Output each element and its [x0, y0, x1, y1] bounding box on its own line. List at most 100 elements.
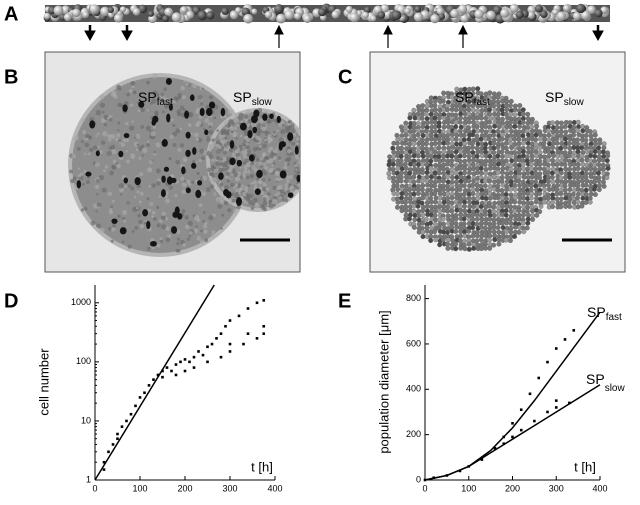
texture: [97, 145, 101, 149]
texture: [186, 237, 190, 241]
texture: [76, 146, 81, 151]
cell: [415, 121, 421, 126]
cell: [437, 208, 443, 214]
texture: [280, 120, 285, 125]
cell: [487, 233, 493, 239]
texture: [254, 184, 258, 188]
cell: [562, 136, 568, 142]
texture: [245, 144, 250, 150]
cell: [420, 133, 426, 139]
cell: [433, 195, 439, 201]
texture: [218, 133, 222, 137]
point: [563, 338, 567, 341]
cell: [503, 237, 509, 243]
texture: [263, 171, 268, 176]
texture: [77, 174, 82, 178]
texture: [108, 210, 114, 215]
point: [138, 396, 142, 399]
dark-cell: [262, 113, 268, 121]
texture: [262, 161, 266, 166]
cell: [583, 133, 589, 138]
texture: [197, 94, 203, 100]
texture: [235, 137, 239, 140]
cell: [575, 199, 581, 205]
point: [480, 458, 484, 461]
texture: [113, 94, 118, 99]
texture: [204, 221, 208, 225]
cell: [533, 183, 539, 189]
cell: [458, 178, 464, 184]
texture: [195, 109, 201, 114]
cell: [525, 116, 531, 122]
cell: [462, 199, 468, 205]
texture: [192, 83, 198, 89]
cell: [432, 103, 438, 108]
cell: [563, 129, 569, 135]
dark-cell: [85, 171, 92, 177]
texture: [83, 152, 87, 156]
cell: [495, 170, 501, 175]
cell: [488, 165, 493, 171]
cell: [437, 191, 443, 197]
cell: [466, 125, 472, 131]
y-tick-label: 100: [76, 356, 91, 366]
dark-cell: [166, 113, 171, 123]
annotation: SPfast: [587, 304, 622, 323]
point: [143, 391, 146, 395]
texture: [110, 239, 114, 243]
cell: [453, 136, 459, 142]
texture: [233, 117, 239, 123]
sphere: [594, 9, 603, 18]
cell: [495, 129, 501, 134]
cell: [491, 242, 497, 248]
texture: [227, 208, 232, 213]
cell: [554, 162, 560, 168]
texture: [117, 138, 122, 143]
texture: [122, 216, 126, 221]
cell: [499, 116, 505, 122]
texture: [135, 206, 139, 210]
sphere: [63, 13, 72, 22]
texture: [96, 223, 101, 229]
texture: [187, 220, 193, 227]
texture: [268, 203, 274, 209]
sphere: [53, 5, 64, 16]
point: [134, 404, 137, 408]
cell: [575, 175, 581, 181]
texture: [130, 186, 135, 191]
texture: [99, 227, 105, 233]
cell: [508, 192, 514, 198]
sphere: [500, 8, 510, 18]
cell: [520, 107, 526, 113]
texture: [257, 122, 261, 127]
texture: [273, 204, 276, 207]
cell: [420, 124, 426, 130]
sphere: [540, 10, 548, 18]
texture: [245, 193, 250, 197]
texture: [203, 229, 208, 234]
x-tick-label: 0: [92, 483, 97, 493]
dark-cell: [190, 94, 195, 102]
sphere: [294, 12, 302, 20]
cell: [588, 166, 594, 172]
sphere: [364, 6, 371, 14]
cell: [428, 158, 434, 164]
cell: [491, 145, 497, 151]
dark-cell: [248, 154, 255, 162]
cell: [496, 102, 501, 108]
image-label: SPslow: [545, 89, 584, 108]
cell: [521, 212, 526, 218]
texture: [247, 170, 251, 174]
sphere: [229, 10, 239, 20]
texture: [138, 219, 143, 225]
texture: [182, 157, 188, 163]
cell: [563, 179, 569, 185]
cell: [525, 170, 531, 176]
x-tick-label: 300: [222, 483, 237, 493]
texture: [80, 139, 85, 144]
cell: [487, 90, 493, 96]
point: [262, 299, 266, 302]
cell: [458, 165, 464, 171]
texture: [215, 156, 221, 161]
cell: [550, 145, 556, 150]
